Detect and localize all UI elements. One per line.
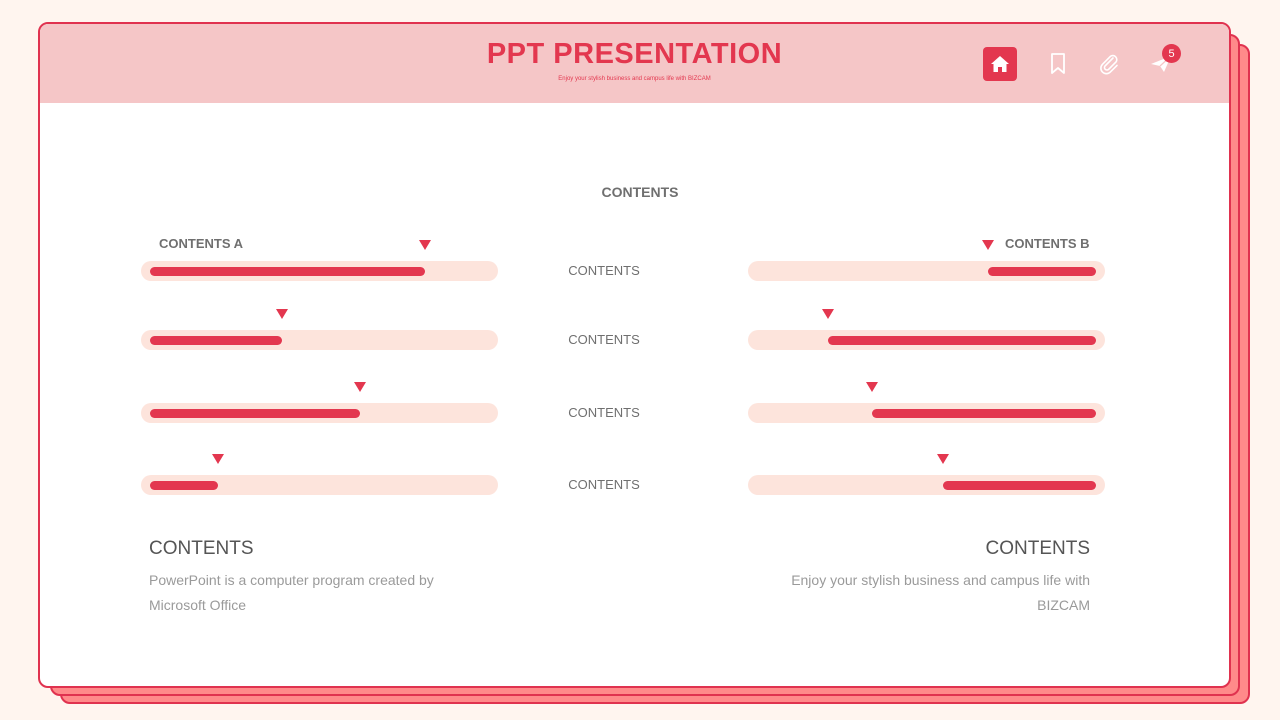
attachment-button[interactable] bbox=[1093, 47, 1127, 81]
header-bar: PPT PRESENTATION Enjoy your stylish busi… bbox=[40, 24, 1229, 103]
right-level-marker bbox=[937, 454, 949, 464]
footer-left-title: CONTENTS bbox=[149, 538, 254, 559]
home-icon bbox=[991, 56, 1009, 72]
left-progress-fill bbox=[150, 267, 425, 276]
bookmark-icon bbox=[1051, 53, 1065, 74]
left-level-marker bbox=[419, 240, 431, 250]
page-title: PPT PRESENTATION bbox=[486, 38, 783, 70]
bookmark-button[interactable] bbox=[1041, 47, 1075, 81]
row-label: CONTENTS bbox=[568, 332, 640, 347]
left-level-marker bbox=[212, 454, 224, 464]
notification-badge: 5 bbox=[1162, 44, 1181, 63]
right-progress-track bbox=[748, 475, 1105, 495]
paperclip-icon bbox=[1100, 54, 1118, 75]
row-label: CONTENTS bbox=[568, 263, 640, 278]
right-progress-fill bbox=[943, 481, 1096, 490]
footer-right-text: Enjoy your stylish business and campus l… bbox=[791, 572, 1090, 613]
slide-card: PPT PRESENTATION Enjoy your stylish busi… bbox=[38, 22, 1231, 688]
home-button[interactable] bbox=[983, 47, 1017, 81]
footer-left-text: PowerPoint is a computer program created… bbox=[149, 572, 434, 613]
left-level-marker bbox=[276, 309, 288, 319]
section-title: CONTENTS bbox=[601, 184, 679, 200]
left-progress-track bbox=[141, 475, 498, 495]
left-progress-track bbox=[141, 330, 498, 350]
right-progress-fill bbox=[872, 409, 1096, 418]
left-series-title: CONTENTS A bbox=[159, 236, 244, 251]
left-progress-fill bbox=[150, 409, 360, 418]
right-progress-track bbox=[748, 261, 1105, 281]
right-progress-fill bbox=[988, 267, 1096, 276]
right-level-marker bbox=[822, 309, 834, 319]
left-level-marker bbox=[354, 382, 366, 392]
footer-right-title: CONTENTS bbox=[985, 538, 1091, 559]
row-label: CONTENTS bbox=[568, 477, 640, 492]
right-level-marker bbox=[982, 240, 994, 250]
right-level-marker bbox=[866, 382, 878, 392]
right-series-title: CONTENTS B bbox=[1005, 236, 1090, 251]
left-progress-fill bbox=[150, 481, 218, 490]
right-progress-fill bbox=[828, 336, 1096, 345]
page-subtitle: Enjoy your stylish business and campus l… bbox=[558, 76, 711, 82]
left-progress-fill bbox=[150, 336, 282, 345]
row-label: CONTENTS bbox=[568, 405, 640, 420]
